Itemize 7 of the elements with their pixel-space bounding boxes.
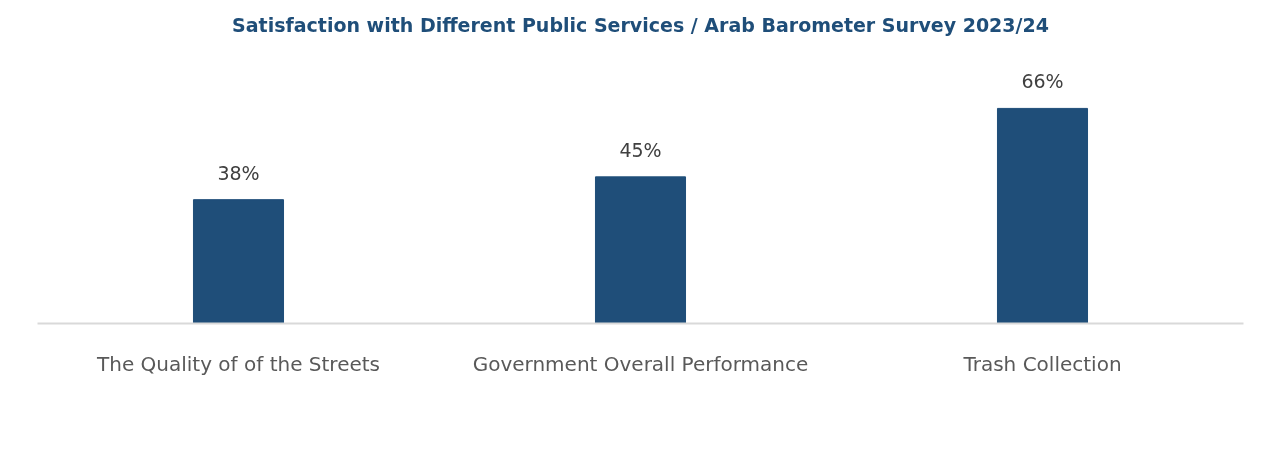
x-tick-label: Government Overall Performance — [472, 351, 809, 376]
data-label: 38% — [217, 161, 260, 184]
data-label: 66% — [1021, 70, 1064, 93]
chart-title: Satisfaction with Different Public Services / Arab Barometer Survey 2023/24 — [232, 13, 1049, 36]
x-tick-label: Trash Collection — [962, 351, 1122, 376]
data-label: 45% — [619, 138, 662, 161]
x-tick-label: The Quality of of the Streets — [95, 351, 381, 376]
